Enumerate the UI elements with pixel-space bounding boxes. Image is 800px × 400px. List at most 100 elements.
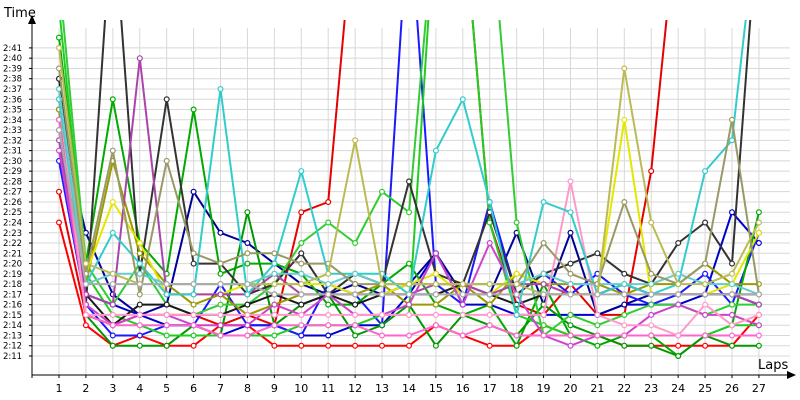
data-point — [245, 302, 250, 307]
data-point — [676, 292, 681, 297]
data-point — [57, 46, 62, 51]
data-point — [380, 189, 385, 194]
x-tick-label: 23 — [644, 382, 658, 395]
data-point — [164, 97, 169, 102]
data-point — [757, 292, 762, 297]
data-point — [649, 333, 654, 338]
data-point — [137, 271, 142, 276]
data-point — [622, 343, 627, 348]
data-point — [730, 323, 735, 328]
data-point — [622, 66, 627, 71]
data-point — [110, 323, 115, 328]
data-point — [272, 261, 277, 266]
data-point — [245, 261, 250, 266]
y-tick-label: 2:22 — [3, 239, 22, 249]
data-point — [137, 343, 142, 348]
data-point — [245, 323, 250, 328]
y-tick-label: 2:34 — [3, 116, 22, 126]
data-point — [353, 343, 358, 348]
data-point — [326, 323, 331, 328]
data-point — [434, 302, 439, 307]
data-point — [568, 230, 573, 235]
y-tick-label: 2:33 — [3, 126, 22, 136]
data-point — [568, 179, 573, 184]
data-point — [326, 271, 331, 276]
data-point — [730, 271, 735, 276]
data-point — [730, 302, 735, 307]
data-point — [191, 313, 196, 318]
data-point — [622, 117, 627, 122]
x-axis-title: Laps — [758, 358, 788, 373]
data-point — [191, 302, 196, 307]
data-point — [137, 282, 142, 287]
data-point — [595, 333, 600, 338]
data-point — [353, 271, 358, 276]
data-point — [622, 313, 627, 318]
x-tick-label: 24 — [671, 382, 685, 395]
data-point — [407, 343, 412, 348]
x-tick-label: 9 — [271, 382, 278, 395]
data-point — [649, 271, 654, 276]
data-point — [299, 210, 304, 215]
data-point — [487, 200, 492, 205]
data-point — [245, 251, 250, 256]
x-tick-label: 11 — [321, 382, 335, 395]
data-point — [380, 292, 385, 297]
data-point — [299, 292, 304, 297]
x-tick-label: 22 — [617, 382, 631, 395]
x-tick-label: 3 — [109, 382, 116, 395]
data-point — [541, 292, 546, 297]
data-point — [299, 169, 304, 174]
data-point — [326, 343, 331, 348]
data-point — [757, 333, 762, 338]
data-point — [272, 251, 277, 256]
data-point — [757, 323, 762, 328]
y-tick-label: 2:37 — [3, 85, 22, 95]
data-point — [649, 323, 654, 328]
data-point — [757, 313, 762, 318]
data-point — [514, 282, 519, 287]
x-tick-label: 12 — [348, 382, 362, 395]
data-point — [245, 282, 250, 287]
data-point — [353, 333, 358, 338]
data-point — [137, 302, 142, 307]
y-tick-label: 2:35 — [3, 106, 22, 116]
data-point — [730, 138, 735, 143]
data-point — [676, 241, 681, 246]
data-point — [299, 302, 304, 307]
data-point — [730, 261, 735, 266]
data-point — [541, 241, 546, 246]
data-point — [164, 302, 169, 307]
data-point — [595, 343, 600, 348]
data-point — [110, 313, 115, 318]
data-point — [299, 241, 304, 246]
data-point — [407, 292, 412, 297]
data-point — [110, 343, 115, 348]
data-point — [649, 220, 654, 225]
data-point — [380, 323, 385, 328]
y-tick-label: 2:19 — [3, 270, 22, 280]
data-point — [137, 251, 142, 256]
data-point — [191, 292, 196, 297]
data-point — [272, 323, 277, 328]
data-point — [218, 282, 223, 287]
data-point — [730, 333, 735, 338]
data-point — [218, 292, 223, 297]
y-tick-label: 2:24 — [3, 218, 22, 228]
data-point — [730, 282, 735, 287]
data-point — [407, 302, 412, 307]
data-point — [326, 282, 331, 287]
x-tick-label: 17 — [483, 382, 497, 395]
data-point — [460, 333, 465, 338]
data-point — [622, 323, 627, 328]
y-tick-label: 2:14 — [3, 321, 22, 331]
data-point — [191, 282, 196, 287]
data-point — [407, 333, 412, 338]
data-point — [541, 271, 546, 276]
data-point — [649, 282, 654, 287]
y-tick-labels: 2:112:122:132:142:152:162:172:182:192:20… — [3, 44, 22, 362]
data-point — [649, 302, 654, 307]
data-point — [84, 323, 89, 328]
data-point — [380, 343, 385, 348]
